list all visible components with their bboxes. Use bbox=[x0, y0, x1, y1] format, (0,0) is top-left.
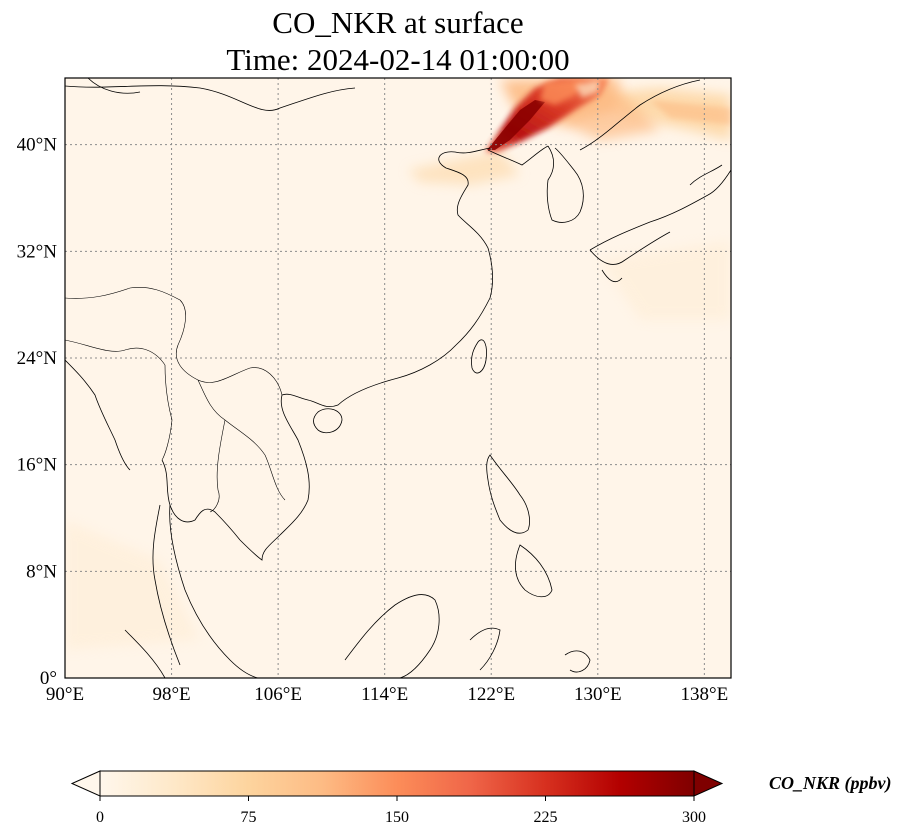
lon-tick-label: 90°E bbox=[46, 684, 84, 705]
figure-title-line1: CO_NKR at surface bbox=[272, 5, 523, 40]
colorbar-tick-label: 300 bbox=[682, 809, 706, 826]
colorbar-extend-max bbox=[693, 770, 724, 797]
colorbar-extend-min bbox=[70, 770, 101, 797]
colorbar-tick-label: 0 bbox=[96, 809, 104, 826]
coastlines bbox=[65, 78, 731, 678]
map-gridlines bbox=[65, 78, 731, 678]
colorbar-tick-labels: 0 75 150 225 300 bbox=[96, 796, 706, 826]
colorbar-label: CO_NKR (ppbv) bbox=[769, 773, 892, 794]
colorbar-body bbox=[100, 771, 694, 796]
lat-tick-label: 24°N bbox=[17, 348, 58, 369]
colorbar-tick-label: 150 bbox=[385, 809, 409, 826]
latitude-tick-labels: 0° 8°N 16°N 24°N 32°N 40°N bbox=[17, 135, 58, 689]
lon-tick-label: 106°E bbox=[254, 684, 302, 705]
lon-tick-label: 98°E bbox=[152, 684, 190, 705]
lat-tick-label: 40°N bbox=[17, 135, 58, 156]
lon-tick-label: 130°E bbox=[574, 684, 622, 705]
map-frame bbox=[64, 77, 732, 679]
map-panel bbox=[65, 78, 731, 678]
lat-tick-label: 0° bbox=[40, 668, 57, 689]
co-concentration-field bbox=[65, 78, 731, 650]
figure-title-line2: Time: 2024-02-14 01:00:00 bbox=[226, 42, 569, 77]
colorbar-tick-label: 75 bbox=[241, 809, 257, 826]
colorbar-tick-label: 225 bbox=[534, 809, 558, 826]
colorbar: 0 75 150 225 300 CO_NKR (ppbv) bbox=[70, 770, 892, 826]
longitude-tick-labels: 90°E 98°E 106°E 114°E 122°E 130°E 138°E bbox=[46, 684, 728, 705]
lat-tick-label: 32°N bbox=[17, 241, 58, 262]
lon-tick-label: 114°E bbox=[361, 684, 408, 705]
lon-tick-label: 138°E bbox=[681, 684, 729, 705]
lon-tick-label: 122°E bbox=[467, 684, 515, 705]
lat-tick-label: 8°N bbox=[26, 561, 57, 582]
lat-tick-label: 16°N bbox=[17, 455, 58, 476]
